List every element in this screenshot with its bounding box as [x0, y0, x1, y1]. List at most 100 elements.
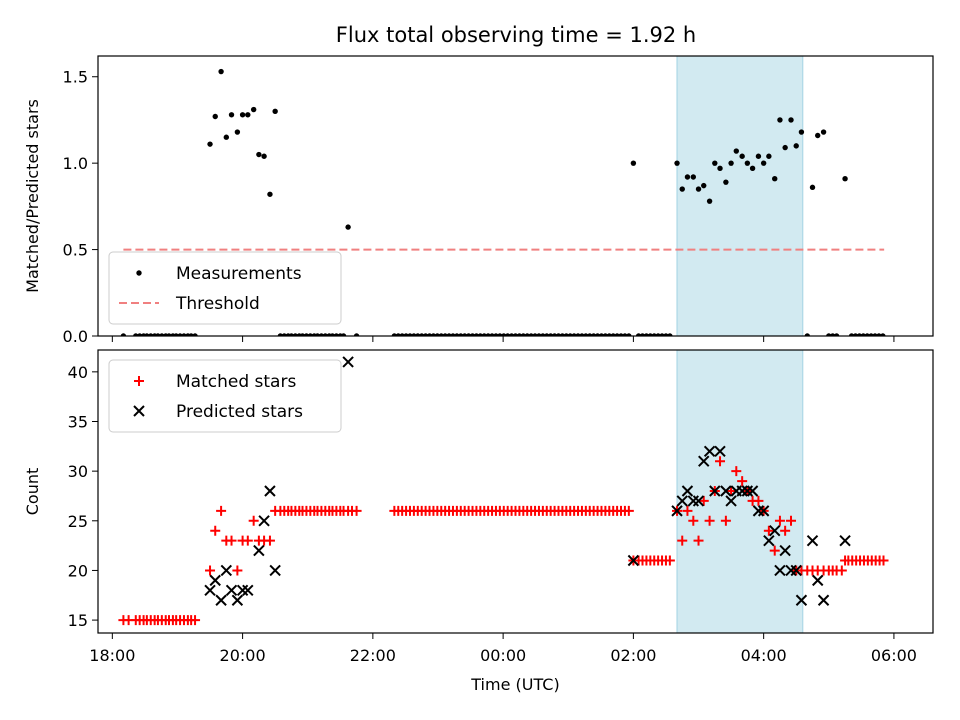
predicted-star-point	[785, 564, 797, 577]
predicted-star-point	[204, 584, 216, 597]
measurement-point	[212, 113, 218, 120]
predicted-star-point	[698, 455, 710, 467]
measurement-point	[192, 333, 198, 336]
x-tick-label: 22:00	[350, 646, 396, 665]
measurement-point	[695, 186, 702, 192]
measurement-point	[777, 117, 783, 123]
predicted-star-point	[215, 594, 227, 606]
predicted-star-point	[795, 594, 808, 606]
legend: Matched stars Predicted stars	[108, 359, 342, 433]
x-tick-label: 18:00	[89, 646, 135, 665]
measurement-point	[804, 333, 810, 336]
matched-star-point	[205, 565, 216, 576]
measurement-point	[798, 129, 805, 135]
measurement-point	[782, 144, 788, 151]
measurement-point	[701, 182, 707, 189]
measurement-point	[223, 134, 230, 140]
y-tick-label: 40	[68, 363, 88, 382]
measurement-point	[723, 179, 729, 185]
top-panel: 0.0 0.5 1.0 1.5 Matched/Predicted stars Measu…	[23, 55, 934, 346]
legend-box	[108, 359, 342, 433]
x-axis-label: Time (UTC)	[470, 675, 559, 694]
axes-frame	[97, 349, 934, 634]
matched-star-point	[753, 495, 764, 506]
measurement-point	[880, 333, 886, 336]
predicted-star-point	[741, 485, 754, 497]
measurement-point	[626, 333, 632, 336]
y-tick-label: 30	[68, 462, 88, 481]
predicted-star-point	[681, 485, 694, 497]
legend-label: Predicted stars	[176, 402, 303, 422]
predicted-star-point	[725, 495, 737, 507]
matched-star-point	[226, 535, 237, 546]
measurement-point	[353, 333, 360, 336]
measurement-point	[674, 160, 680, 166]
legend-label: Matched stars	[176, 372, 296, 392]
y-tick-label: 0.5	[63, 241, 88, 260]
measurement-point	[256, 151, 262, 158]
measurement-point	[250, 106, 257, 113]
x-tick-label: 20:00	[220, 646, 266, 665]
matched-star-point	[351, 505, 362, 516]
measurement-point	[228, 112, 235, 118]
measurement-point	[733, 148, 739, 154]
measurement-point	[261, 153, 267, 159]
matched-star-point	[190, 615, 201, 626]
matched-star-point	[780, 525, 791, 536]
predicted-star-point	[709, 485, 721, 497]
measurement-point	[234, 129, 241, 135]
measurement-point	[842, 176, 848, 182]
matched-star-point	[737, 476, 748, 487]
predicted-star-point	[752, 505, 765, 517]
matched-star-point	[248, 515, 259, 526]
shaded-region	[676, 350, 804, 633]
predicted-star-point	[746, 485, 759, 497]
measurement-point	[684, 174, 691, 180]
predicted-star-point	[627, 554, 640, 567]
predicted-star-point	[258, 515, 270, 527]
matched-star-point	[731, 466, 742, 477]
predicted-star-point	[342, 356, 354, 368]
measurement-point	[744, 160, 751, 166]
measurement-point	[820, 129, 827, 135]
predicted-star-point	[779, 544, 791, 557]
matched-star-point	[704, 515, 715, 526]
predicted-star-point	[774, 564, 786, 577]
matched-star-point	[242, 535, 253, 546]
predicted-star-point	[714, 445, 726, 457]
measurement-point	[667, 333, 673, 336]
plot-area	[120, 56, 886, 336]
x-tick-label: 02:00	[610, 646, 656, 665]
legend-marker-matched	[134, 376, 144, 386]
measurement-point	[340, 333, 347, 336]
measurement-point	[809, 184, 816, 191]
predicted-star-point	[676, 495, 688, 507]
measurement-point	[760, 160, 767, 166]
matched-star-point	[264, 535, 275, 546]
measurement-point	[728, 160, 734, 166]
measurement-point	[245, 112, 251, 118]
y-tick-label: 0.0	[63, 327, 88, 346]
y-tick-label: 35	[68, 412, 88, 431]
predicted-star-point	[769, 525, 781, 537]
bottom-panel: 15 20 25 30 35 40 18:00 20:00 22:00 00:00 02:00 04:…	[23, 349, 934, 694]
predicted-star-point	[242, 584, 254, 597]
matched-star-point	[623, 505, 634, 516]
matched-star-point	[720, 515, 731, 526]
predicted-star-point	[757, 505, 770, 517]
predicted-star-point	[692, 495, 705, 507]
chart-title: Flux total observing time = 1.92 h	[336, 23, 696, 47]
matched-star-point	[763, 525, 774, 536]
predicted-star-point	[269, 564, 281, 577]
legend-box	[108, 251, 342, 325]
matched-star-point	[682, 505, 693, 516]
measurement-point	[766, 153, 772, 159]
matched-star-point	[232, 565, 243, 576]
matched-star-point	[216, 505, 227, 516]
legend: Measurements Threshold	[108, 251, 342, 325]
y-tick-label: 25	[68, 512, 88, 531]
y-axis-label: Count	[23, 468, 42, 516]
plot-area	[118, 350, 889, 633]
predicted-star-point	[687, 495, 700, 507]
x-tick-label: 06:00	[871, 646, 917, 665]
